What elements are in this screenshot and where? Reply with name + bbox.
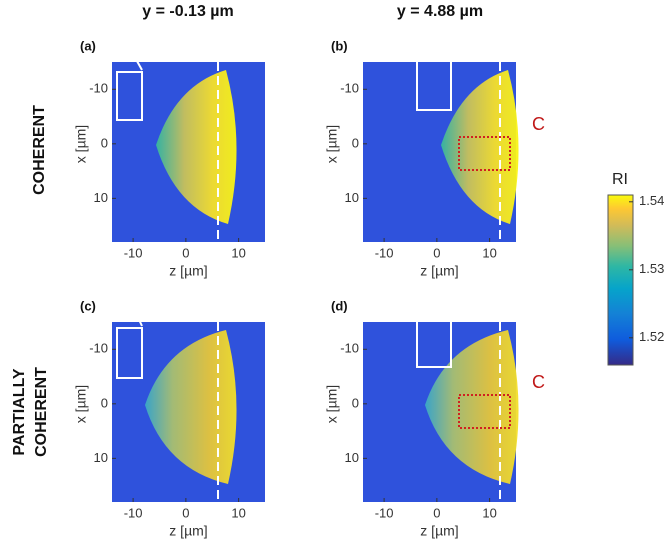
- panel-label: (c): [80, 298, 96, 313]
- x-axis-label: z [µm]: [420, 263, 458, 279]
- sd-annotation: SD=8.7e-4: [458, 304, 516, 318]
- x-axis-label: z [µm]: [420, 523, 458, 539]
- column-title: y = -0.13 µm: [142, 3, 234, 20]
- reference-box: [416, 55, 452, 111]
- row-title: COHERENT: [33, 367, 50, 457]
- row-title: PARTIALLY: [11, 368, 28, 455]
- colorbar-title: RI: [612, 171, 628, 188]
- x-tick-label: 10: [345, 190, 359, 205]
- image-object: [156, 70, 237, 224]
- x-axis-label: z [µm]: [169, 263, 207, 279]
- panel-label: (b): [331, 38, 348, 53]
- x-tick-label: -10: [89, 81, 108, 96]
- x-tick-label: 0: [352, 135, 359, 150]
- row-title: COHERENT: [31, 105, 48, 195]
- x-tick-label: 10: [345, 450, 359, 465]
- x-tick-label: 0: [352, 395, 359, 410]
- colorbar-tick-label: 1.52: [639, 329, 664, 344]
- x-tick-label: 10: [94, 450, 108, 465]
- sd-annotation: SD=7.6e-4: [133, 42, 191, 56]
- colorbar-tick-label: 1.53: [639, 261, 664, 276]
- z-tick-label: -10: [375, 505, 394, 520]
- panel-label: (a): [80, 38, 96, 53]
- z-tick-label: 0: [182, 505, 189, 520]
- z-tick-label: -10: [124, 505, 143, 520]
- colorbar-tick-label: 1.54: [639, 193, 664, 208]
- reference-box: [116, 71, 143, 121]
- z-tick-label: -10: [124, 245, 143, 260]
- arrow: [134, 310, 143, 327]
- arrow: [450, 53, 459, 61]
- y-axis-label: x [µm]: [324, 385, 340, 423]
- z-tick-label: 0: [433, 245, 440, 260]
- y-axis-label: x [µm]: [73, 385, 89, 423]
- sd-annotation: SD=3.4e-4: [135, 299, 193, 313]
- reference-box: [416, 311, 452, 368]
- x-axis-label: z [µm]: [169, 523, 207, 539]
- region-label: C: [532, 114, 545, 134]
- colorbar: [607, 194, 634, 366]
- reference-box: [116, 327, 143, 379]
- column-title: y = 4.88 µm: [397, 3, 483, 20]
- x-tick-label: 0: [101, 135, 108, 150]
- panel-label: (d): [331, 298, 348, 313]
- x-tick-label: 0: [101, 395, 108, 410]
- sd-annotation: SD=15e-4: [458, 48, 513, 62]
- z-tick-label: 10: [231, 245, 245, 260]
- x-tick-label: -10: [340, 341, 359, 356]
- y-axis-label: x [µm]: [73, 125, 89, 163]
- z-tick-label: 10: [231, 505, 245, 520]
- region-label: C: [532, 372, 545, 392]
- y-axis-label: x [µm]: [324, 125, 340, 163]
- image-object: [145, 330, 237, 484]
- x-tick-label: -10: [340, 81, 359, 96]
- z-tick-label: -10: [375, 245, 394, 260]
- arrow: [450, 309, 459, 317]
- z-tick-label: 0: [433, 505, 440, 520]
- region-box: [458, 394, 511, 429]
- z-tick-label: 10: [482, 245, 496, 260]
- z-tick-label: 0: [182, 245, 189, 260]
- image-object: [425, 330, 519, 484]
- z-tick-label: 10: [482, 505, 496, 520]
- arrow: [132, 53, 143, 71]
- x-tick-label: 10: [94, 190, 108, 205]
- x-tick-label: -10: [89, 341, 108, 356]
- region-box: [458, 136, 511, 171]
